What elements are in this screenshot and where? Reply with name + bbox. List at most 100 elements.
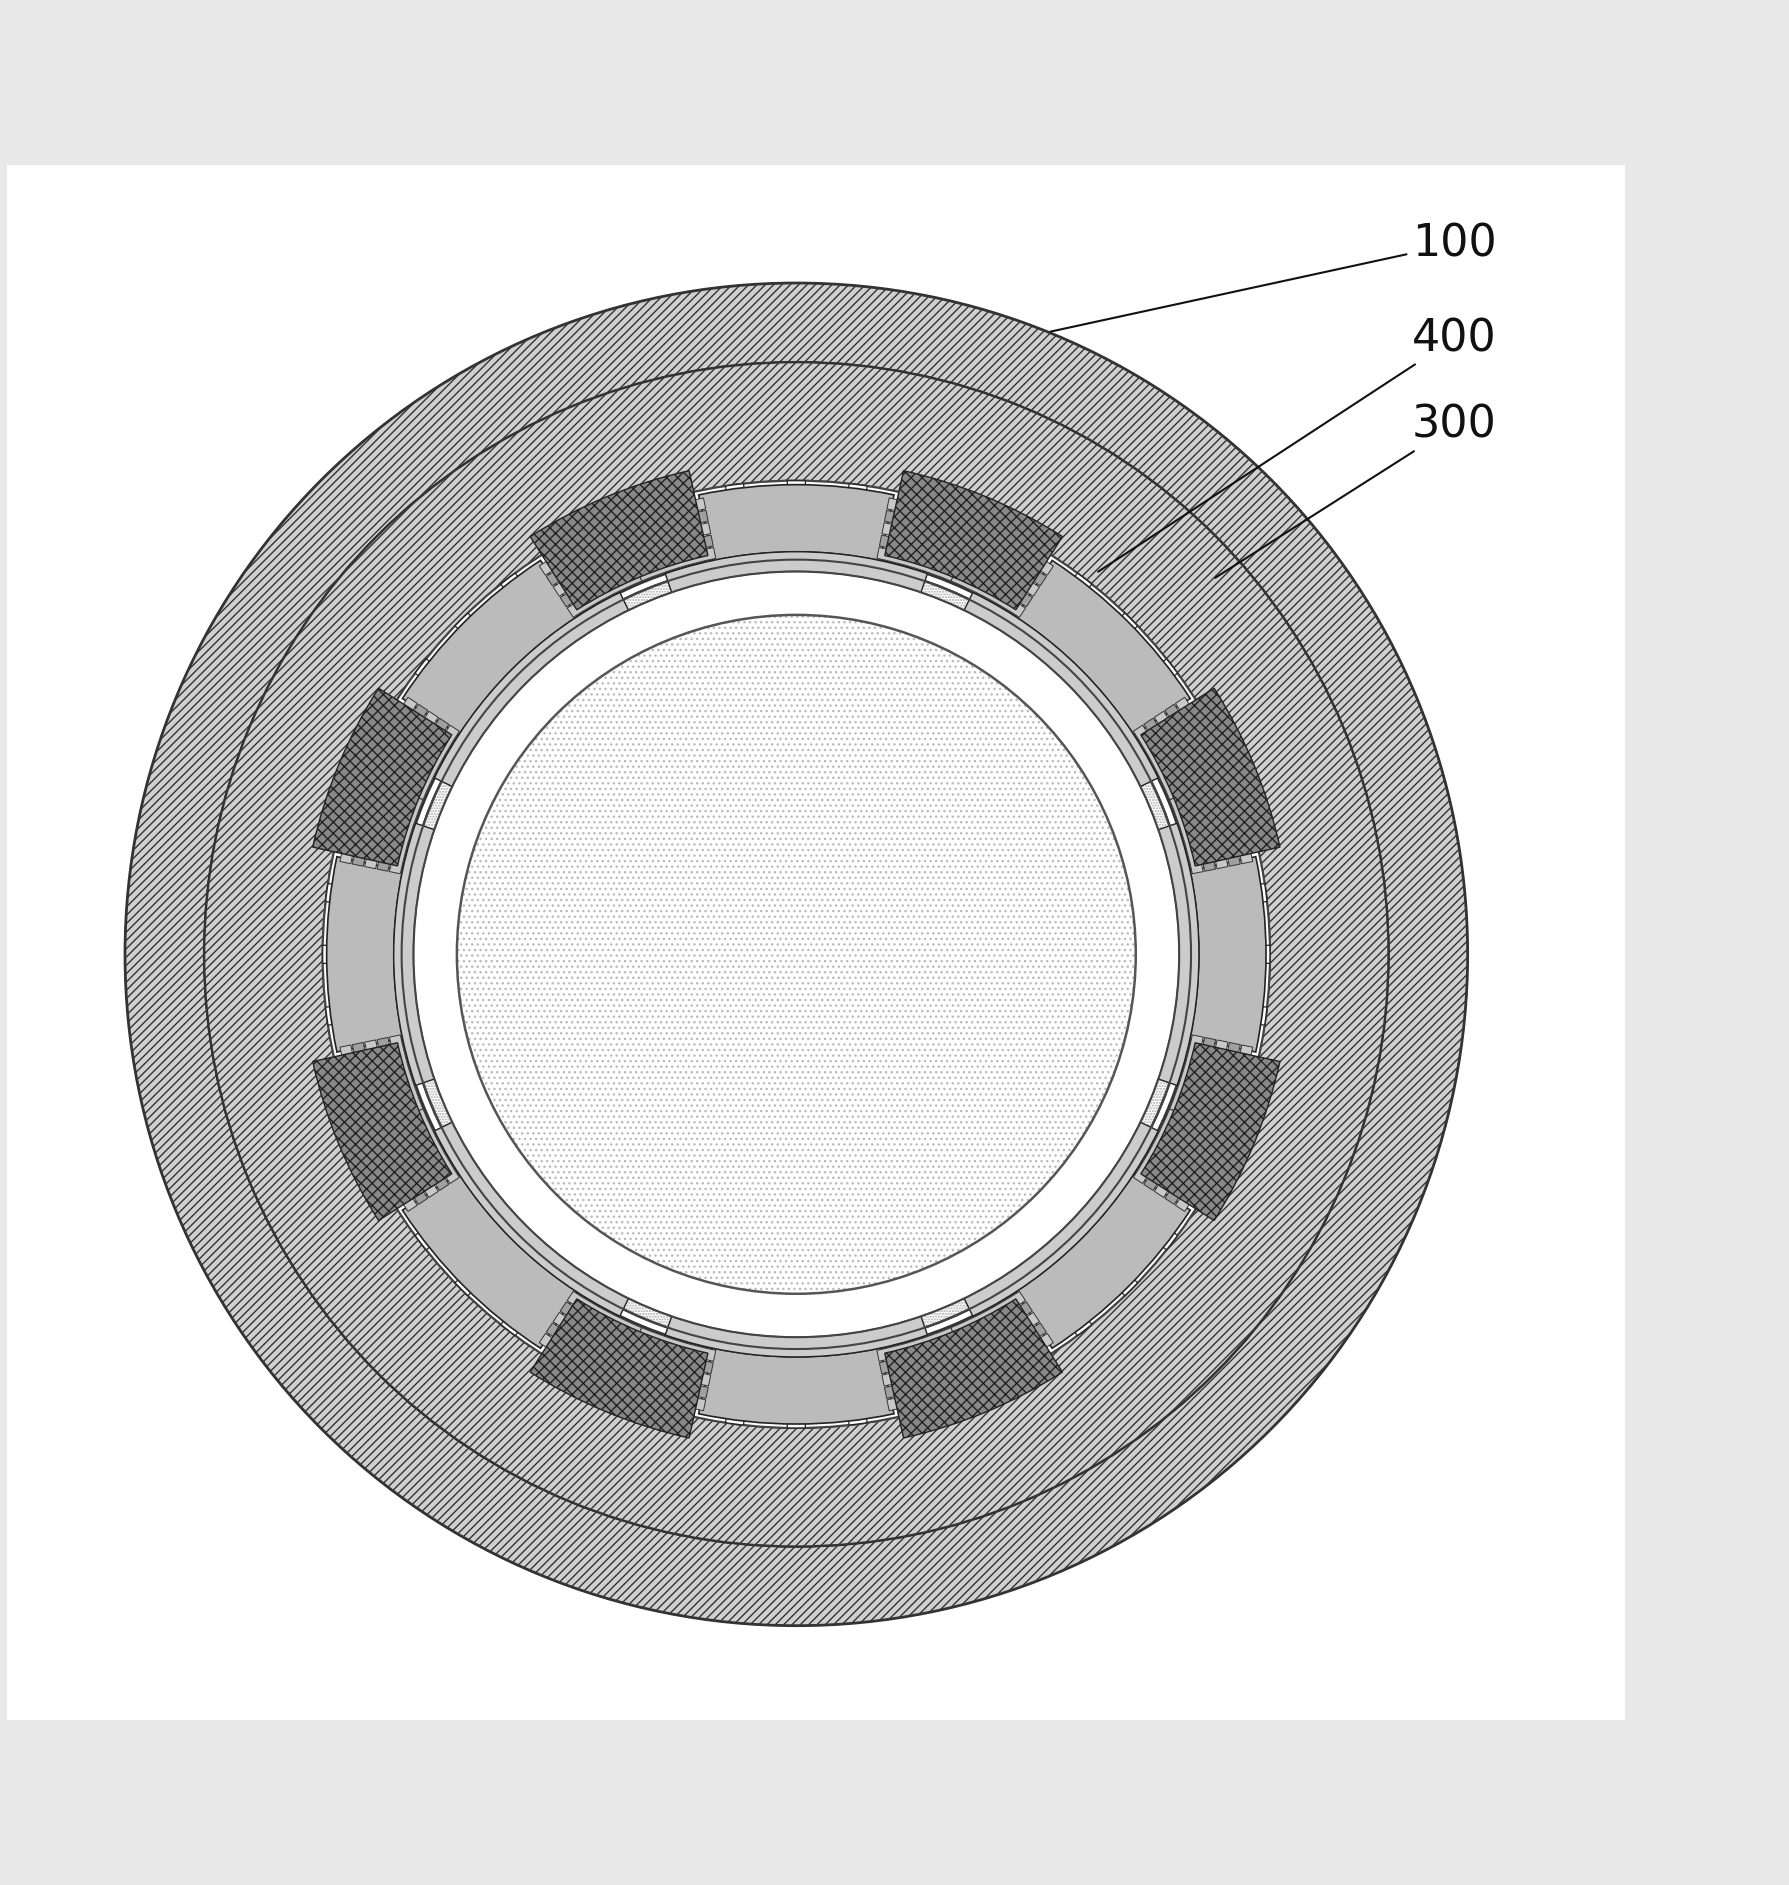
Wedge shape	[1175, 765, 1236, 803]
Wedge shape	[1120, 660, 1177, 709]
Wedge shape	[1095, 618, 1132, 656]
Wedge shape	[954, 1350, 982, 1389]
Wedge shape	[628, 1352, 710, 1385]
Wedge shape	[787, 486, 805, 524]
Wedge shape	[501, 573, 549, 630]
Wedge shape	[1181, 1037, 1215, 1118]
Wedge shape	[1168, 795, 1202, 875]
Wedge shape	[342, 826, 383, 850]
Wedge shape	[1175, 1129, 1225, 1212]
Wedge shape	[326, 1001, 386, 1025]
Wedge shape	[454, 1242, 508, 1295]
Wedge shape	[435, 1122, 630, 1316]
Wedge shape	[1206, 1001, 1267, 1025]
Wedge shape	[1165, 1163, 1204, 1195]
Wedge shape	[313, 1042, 451, 1220]
Wedge shape	[970, 524, 1052, 575]
Wedge shape	[1165, 705, 1215, 786]
Wedge shape	[365, 1129, 417, 1212]
Wedge shape	[394, 824, 437, 1086]
Wedge shape	[322, 944, 381, 963]
Wedge shape	[1082, 1242, 1138, 1295]
Wedge shape	[666, 552, 927, 594]
Wedge shape	[1193, 824, 1256, 854]
Wedge shape	[843, 1365, 866, 1425]
Wedge shape	[1206, 884, 1267, 909]
Wedge shape	[1140, 688, 1279, 865]
Wedge shape	[1190, 1112, 1231, 1142]
Wedge shape	[560, 1303, 637, 1350]
Wedge shape	[546, 535, 626, 586]
Wedge shape	[313, 688, 451, 865]
Wedge shape	[1095, 1254, 1132, 1291]
Wedge shape	[390, 1118, 438, 1197]
Wedge shape	[413, 726, 460, 799]
Wedge shape	[623, 511, 708, 547]
Wedge shape	[1150, 709, 1211, 754]
Wedge shape	[1132, 726, 1179, 799]
Circle shape	[401, 560, 1190, 1350]
Wedge shape	[1222, 884, 1259, 907]
Wedge shape	[962, 592, 1157, 788]
Wedge shape	[882, 522, 964, 558]
Wedge shape	[787, 481, 805, 539]
Wedge shape	[1140, 1042, 1279, 1220]
Wedge shape	[336, 1054, 397, 1086]
Wedge shape	[365, 697, 417, 780]
Wedge shape	[1190, 856, 1265, 1052]
Wedge shape	[632, 535, 712, 569]
Wedge shape	[946, 513, 986, 575]
FancyBboxPatch shape	[0, 126, 1624, 1783]
Wedge shape	[950, 1291, 1025, 1338]
Wedge shape	[1154, 711, 1202, 790]
Wedge shape	[361, 1112, 401, 1142]
Wedge shape	[894, 1353, 927, 1414]
Wedge shape	[844, 1380, 866, 1419]
Wedge shape	[504, 579, 540, 618]
Wedge shape	[1014, 1174, 1190, 1348]
Wedge shape	[415, 1201, 472, 1250]
Wedge shape	[970, 1333, 1052, 1385]
Wedge shape	[1143, 1114, 1191, 1191]
Wedge shape	[377, 790, 411, 871]
Wedge shape	[955, 1303, 1032, 1350]
Wedge shape	[555, 545, 589, 586]
Wedge shape	[726, 490, 748, 528]
Wedge shape	[666, 1369, 692, 1408]
Wedge shape	[787, 1369, 805, 1429]
Wedge shape	[1190, 767, 1231, 797]
Wedge shape	[1168, 1035, 1202, 1114]
Wedge shape	[606, 513, 644, 575]
Wedge shape	[365, 786, 399, 869]
Wedge shape	[887, 498, 973, 533]
Wedge shape	[1204, 780, 1240, 867]
Wedge shape	[386, 713, 428, 746]
Wedge shape	[894, 494, 927, 556]
Wedge shape	[628, 522, 710, 558]
Wedge shape	[725, 484, 750, 545]
Wedge shape	[617, 1374, 705, 1410]
Wedge shape	[1132, 1210, 1172, 1246]
Wedge shape	[1132, 664, 1172, 699]
Wedge shape	[1175, 697, 1225, 780]
Wedge shape	[403, 560, 576, 735]
Wedge shape	[844, 490, 866, 528]
Wedge shape	[725, 1365, 750, 1425]
Wedge shape	[1082, 613, 1138, 667]
Wedge shape	[623, 1363, 708, 1399]
Wedge shape	[454, 613, 508, 667]
Wedge shape	[884, 471, 1063, 611]
Wedge shape	[877, 1327, 955, 1361]
Wedge shape	[401, 1114, 449, 1191]
Wedge shape	[608, 1350, 639, 1389]
Wedge shape	[390, 711, 438, 790]
Wedge shape	[356, 765, 417, 803]
Wedge shape	[394, 552, 1199, 1357]
Wedge shape	[1004, 545, 1038, 586]
Wedge shape	[331, 884, 370, 907]
Wedge shape	[617, 498, 705, 533]
Wedge shape	[1191, 1041, 1227, 1123]
Wedge shape	[1204, 1042, 1240, 1127]
Wedge shape	[1165, 1123, 1215, 1205]
Wedge shape	[698, 484, 893, 560]
